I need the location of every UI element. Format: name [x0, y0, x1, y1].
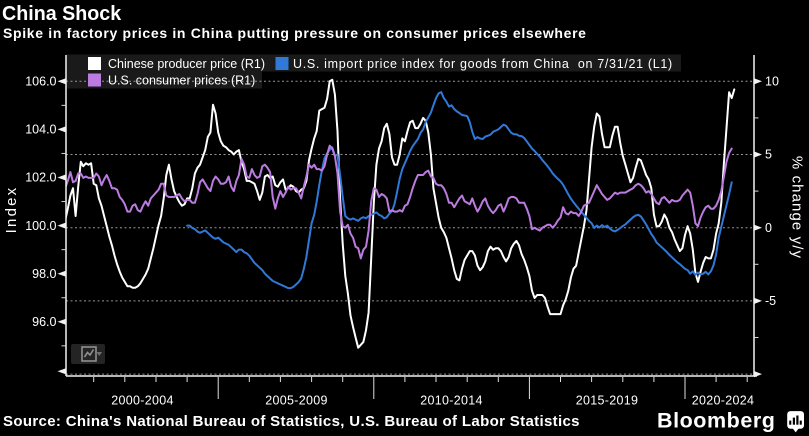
svg-text:2000-2004: 2000-2004 — [111, 394, 173, 408]
svg-text:0: 0 — [765, 221, 772, 235]
svg-text:102.0: 102.0 — [25, 171, 56, 185]
svg-text:2005-2009: 2005-2009 — [265, 394, 327, 408]
svg-text:Chinese producer price (R1): Chinese producer price (R1) — [108, 57, 265, 71]
svg-text:Index: Index — [3, 186, 20, 234]
svg-text:98.0: 98.0 — [32, 267, 56, 281]
svg-text:5: 5 — [765, 148, 772, 162]
svg-text:2020-2024: 2020-2024 — [692, 394, 754, 408]
svg-text:96.0: 96.0 — [32, 315, 56, 329]
svg-text:106.0: 106.0 — [25, 75, 56, 89]
svg-text:100.0: 100.0 — [25, 219, 56, 233]
svg-text:U.S. consumer prices (R1): U.S. consumer prices (R1) — [108, 74, 255, 88]
svg-text:2010-2014: 2010-2014 — [420, 394, 482, 408]
svg-text:2015-2019: 2015-2019 — [576, 394, 638, 408]
svg-text:10: 10 — [765, 75, 779, 89]
svg-text:U.S. import price index for go: U.S. import price index for goods from C… — [293, 57, 673, 71]
svg-text:Bloomberg: Bloomberg — [657, 409, 775, 433]
svg-text:-5: -5 — [765, 294, 776, 308]
svg-text:104.0: 104.0 — [25, 123, 56, 137]
svg-text:% change y/y: % change y/y — [789, 156, 806, 259]
